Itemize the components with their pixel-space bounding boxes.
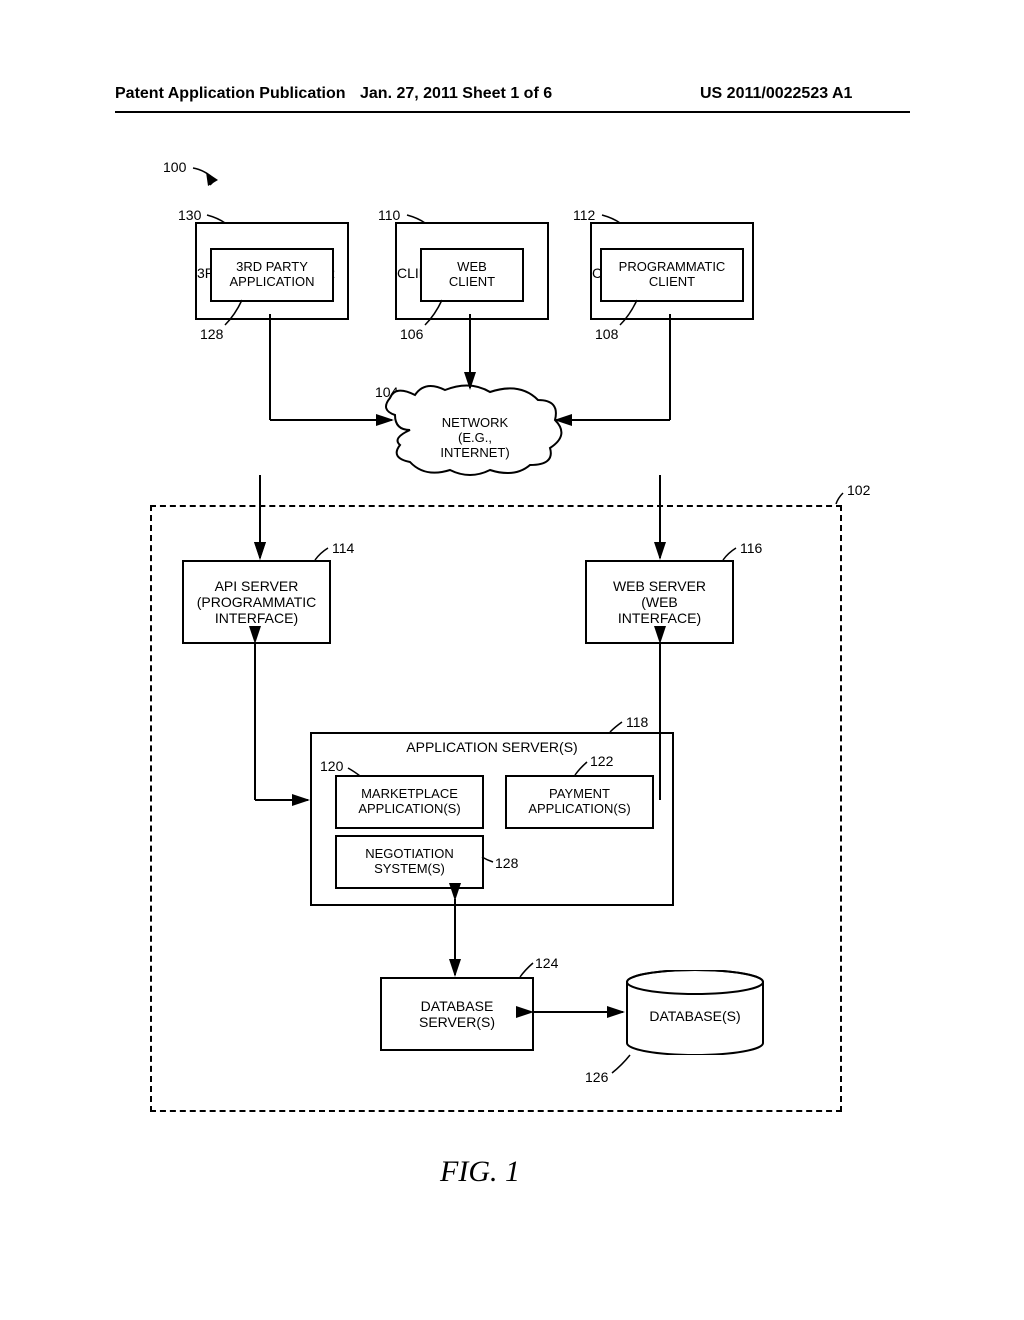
web-server-box: WEB SERVER (WEB INTERFACE) [585, 560, 734, 644]
payment-box: PAYMENT APPLICATION(S) [505, 775, 654, 829]
programmatic-client-box: PROGRAMMATIC CLIENT [600, 248, 744, 302]
ref-128b: 128 [495, 855, 518, 871]
negotiation-box: NEGOTIATION SYSTEM(S) [335, 835, 484, 889]
header-center: Jan. 27, 2011 Sheet 1 of 6 [360, 85, 552, 103]
database-server-label: DATABASE SERVER(S) [419, 998, 495, 1030]
ref-118: 118 [626, 714, 648, 730]
ref-110: 110 [378, 207, 400, 223]
ref-114: 114 [332, 540, 354, 556]
ref-106: 106 [400, 326, 423, 342]
ref-128a: 128 [200, 326, 223, 342]
header-rule [115, 111, 910, 113]
marketplace-box: MARKETPLACE APPLICATION(S) [335, 775, 484, 829]
ref-112: 112 [573, 207, 595, 223]
ref-124: 124 [535, 955, 558, 971]
marketplace-label: MARKETPLACE APPLICATION(S) [358, 787, 460, 817]
ref-130: 130 [178, 207, 201, 223]
database-label: DATABASE(S) [625, 1008, 765, 1024]
web-client-label: WEB CLIENT [449, 260, 495, 290]
web-client-box: WEB CLIENT [420, 248, 524, 302]
ref-120: 120 [320, 758, 343, 774]
database-cylinder: DATABASE(S) [625, 970, 765, 1055]
ref-126: 126 [585, 1069, 608, 1085]
api-server-label: API SERVER (PROGRAMMATIC INTERFACE) [197, 578, 317, 626]
api-server-box: API SERVER (PROGRAMMATIC INTERFACE) [182, 560, 331, 644]
network-label: NETWORK (E.G., INTERNET) [420, 415, 530, 460]
header-left: Patent Application Publication [115, 85, 346, 103]
ref-104: 104 [375, 384, 398, 400]
ref-116: 116 [740, 540, 762, 556]
database-server-box: DATABASE SERVER(S) [380, 977, 534, 1051]
negotiation-label: NEGOTIATION SYSTEM(S) [365, 847, 454, 877]
ref-108: 108 [595, 326, 618, 342]
ref-100: 100 [163, 159, 186, 175]
ref-122: 122 [590, 753, 613, 769]
application-server-label: APPLICATION SERVER(S) [312, 739, 672, 755]
third-party-app-box: 3RD PARTY APPLICATION [210, 248, 334, 302]
third-party-app-label: 3RD PARTY APPLICATION [229, 260, 314, 290]
programmatic-client-label: PROGRAMMATIC CLIENT [619, 260, 726, 290]
header-right: US 2011/0022523 A1 [700, 85, 852, 103]
figure-caption: FIG. 1 [440, 1155, 520, 1189]
web-server-label: WEB SERVER (WEB INTERFACE) [613, 578, 706, 626]
ref-102: 102 [847, 482, 870, 498]
payment-label: PAYMENT APPLICATION(S) [528, 787, 630, 817]
